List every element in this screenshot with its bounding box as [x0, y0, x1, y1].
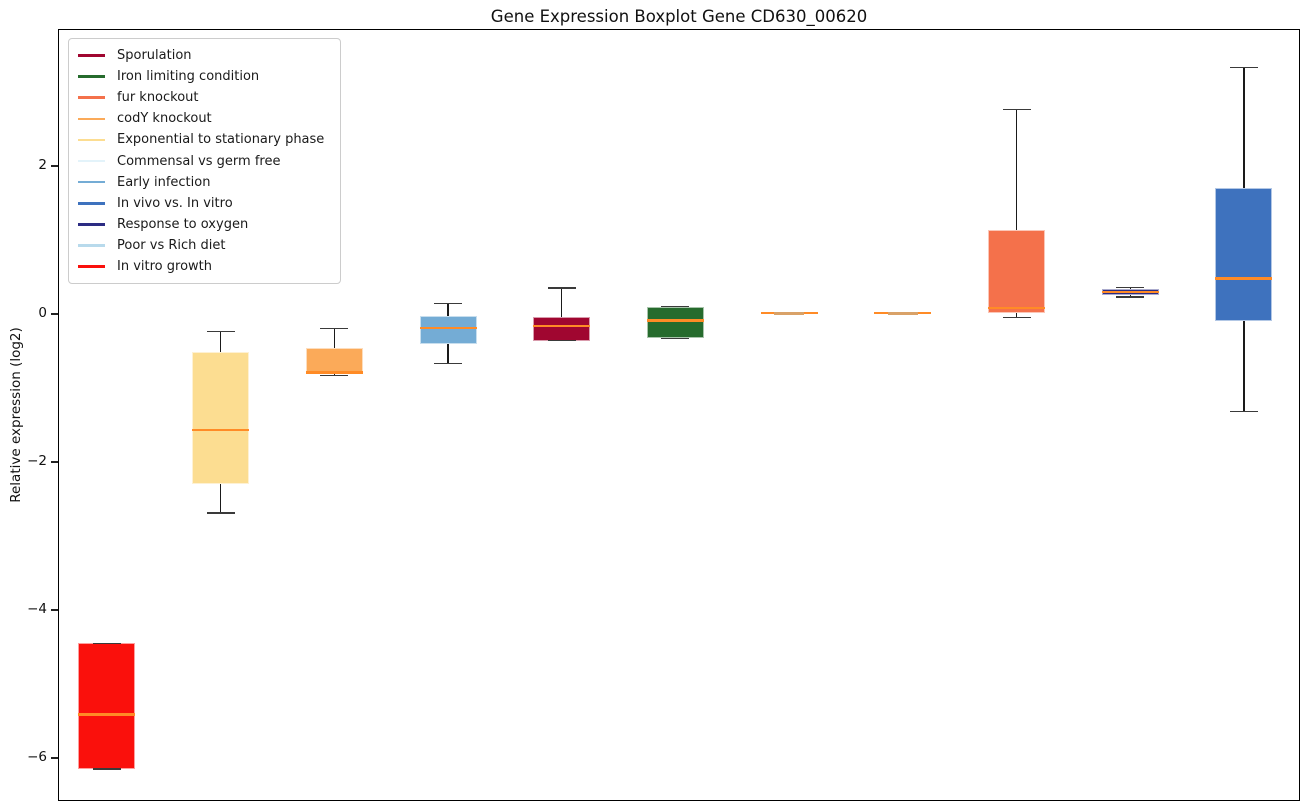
legend-swatch — [78, 201, 105, 205]
legend-swatch — [78, 117, 105, 121]
whisker-cap-upper — [1229, 66, 1258, 69]
legend-label: In vitro growth — [117, 258, 212, 274]
legend-item: Sporulation — [69, 45, 334, 66]
legend-swatch — [78, 54, 105, 57]
y-tick-mark — [51, 165, 58, 167]
boxplot-flat-box — [774, 311, 805, 315]
whisker-cap-lower — [434, 362, 463, 365]
legend-item: Early infection — [69, 172, 334, 193]
whisker-cap-upper — [661, 305, 690, 308]
whisker-cap-lower — [1229, 410, 1258, 413]
median-line — [1101, 290, 1159, 293]
legend-swatch — [78, 244, 105, 247]
boxplot-box — [533, 316, 591, 341]
whisker-cap-upper — [320, 328, 349, 330]
whisker-upper — [1243, 67, 1245, 189]
whisker-cap-upper — [1116, 286, 1145, 288]
whisker-cap-upper — [547, 287, 576, 289]
legend-label: Commensal vs germ free — [117, 153, 281, 169]
legend-label: Exponential to stationary phase — [117, 132, 325, 148]
legend-item: fur knockout — [69, 87, 334, 108]
legend-label: Iron limiting condition — [117, 69, 260, 85]
y-tick-mark — [51, 609, 58, 611]
boxplot-box — [419, 316, 477, 344]
legend-item: Iron limiting condition — [69, 66, 334, 87]
whisker-cap-lower — [661, 337, 690, 340]
whisker-cap-upper — [434, 302, 463, 305]
boxplot-flat-box — [887, 311, 918, 315]
legend-swatch — [78, 223, 105, 226]
median-line — [988, 306, 1046, 310]
boxplot-box — [988, 230, 1046, 314]
y-tick-label: 2 — [38, 156, 47, 173]
median-line — [646, 319, 704, 322]
whisker-cap-upper — [92, 642, 121, 645]
y-tick-label: −6 — [27, 749, 47, 766]
legend-item: Commensal vs germ free — [69, 150, 334, 171]
boxplot-box — [646, 306, 704, 339]
legend-swatch — [78, 180, 105, 184]
whisker-lower — [333, 373, 336, 376]
legend-label: Response to oxygen — [117, 216, 249, 232]
y-tick-mark — [51, 757, 58, 759]
legend-swatch — [78, 96, 105, 100]
median-line — [192, 428, 250, 432]
median-line — [305, 371, 363, 374]
legend-swatch — [78, 265, 105, 268]
y-tick-mark — [51, 461, 58, 463]
y-tick-label: 0 — [38, 304, 47, 321]
median-line — [78, 713, 136, 716]
median-line — [1215, 277, 1273, 280]
whisker-upper — [561, 288, 563, 317]
whisker-lower — [1243, 321, 1245, 412]
boxplot-box — [192, 352, 250, 485]
legend-item: codY knockout — [69, 108, 334, 129]
boxplot-box — [78, 643, 136, 770]
legend: Sporulation Iron limiting condition fur kn… — [68, 38, 341, 285]
whisker-cap-lower — [547, 339, 576, 342]
whisker-upper — [447, 303, 449, 317]
whisker-upper — [219, 331, 222, 353]
median-line — [533, 324, 591, 327]
y-tick-mark — [51, 313, 58, 315]
whisker-upper — [1129, 287, 1131, 289]
legend-item: In vivo vs. In vitro — [69, 193, 334, 214]
boxplot-box — [305, 348, 363, 374]
whisker-cap-lower — [92, 768, 121, 770]
legend-item: Poor vs Rich diet — [69, 235, 334, 256]
median-line — [419, 326, 477, 330]
whisker-upper — [333, 328, 336, 348]
whisker-cap-lower — [320, 374, 349, 377]
legend-label: codY knockout — [117, 111, 212, 127]
whisker-cap-lower — [206, 512, 235, 514]
legend-item: Response to oxygen — [69, 214, 334, 235]
whisker-cap-lower — [1116, 296, 1145, 298]
legend-swatch — [78, 159, 105, 163]
whisker-lower — [1129, 294, 1131, 297]
whisker-upper — [1015, 109, 1018, 231]
whisker-cap-upper — [1002, 108, 1031, 111]
whisker-lower — [219, 484, 222, 514]
legend-item: Exponential to stationary phase — [69, 129, 334, 150]
whisker-cap-upper — [206, 331, 235, 333]
legend-label: Early infection — [117, 174, 211, 190]
legend-label: Poor vs Rich diet — [117, 237, 226, 253]
whisker-lower — [1015, 313, 1018, 318]
chart-title: Gene Expression Boxplot Gene CD630_00620 — [490, 7, 868, 26]
whisker-cap-lower — [1002, 316, 1031, 319]
y-tick-label: −2 — [27, 453, 47, 469]
whisker-lower — [447, 343, 449, 364]
legend-item: In vitro growth — [69, 256, 334, 277]
legend-label: In vivo vs. In vitro — [117, 195, 233, 211]
legend-label: Sporulation — [117, 48, 192, 64]
legend-swatch — [78, 75, 105, 78]
legend-swatch — [78, 138, 105, 142]
legend-label: fur knockout — [117, 90, 199, 106]
boxplot-box — [1215, 188, 1273, 322]
y-tick-label: −4 — [27, 601, 47, 618]
